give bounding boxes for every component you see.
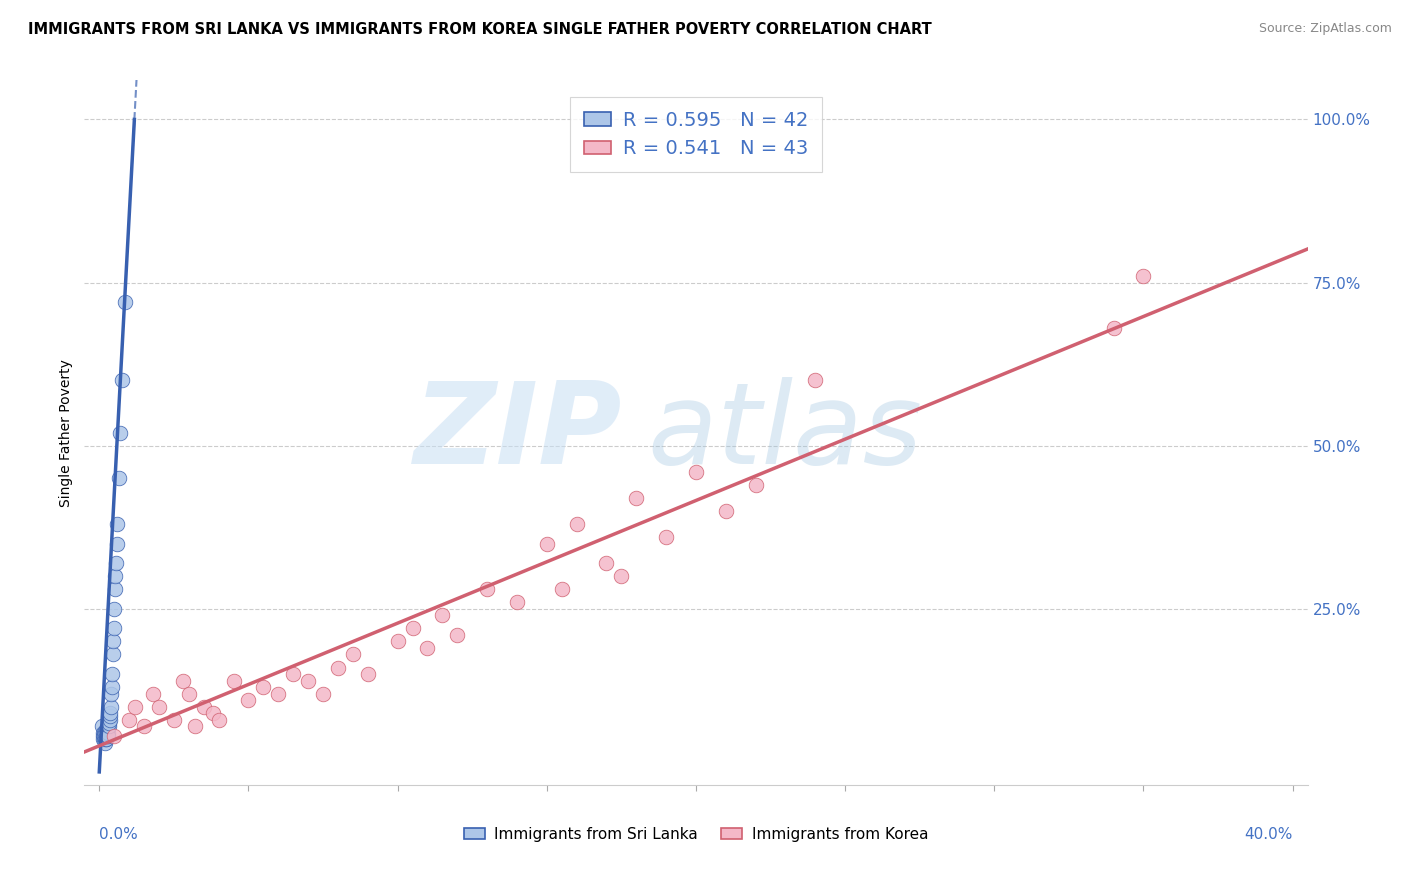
Point (103, 729, 125, 743)
Point (506, 595, 529, 609)
Point (357, 667, 380, 681)
Point (104, 582, 127, 597)
Point (97, 719, 120, 733)
Text: IMMIGRANTS FROM SRI LANKA VS IMMIGRANTS FROM KOREA SINGLE FATHER POVERTY CORRELA: IMMIGRANTS FROM SRI LANKA VS IMMIGRANTS … (28, 22, 932, 37)
Point (93, 725, 115, 739)
Point (238, 693, 260, 707)
Point (744, 478, 766, 492)
Point (93, 732, 115, 747)
Point (98, 713, 121, 727)
Point (184, 719, 207, 733)
Point (124, 699, 146, 714)
Point (252, 680, 274, 694)
Point (804, 373, 827, 387)
Legend: Immigrants from Sri Lanka, Immigrants from Korea: Immigrants from Sri Lanka, Immigrants fr… (458, 821, 934, 847)
Text: Source: ZipAtlas.com: Source: ZipAtlas.com (1258, 22, 1392, 36)
Point (104, 556, 127, 570)
Point (94, 725, 117, 739)
Point (565, 516, 588, 531)
Point (193, 699, 215, 714)
Point (432, 608, 454, 623)
Point (101, 634, 124, 648)
Point (148, 699, 170, 714)
Point (104, 569, 127, 583)
Point (105, 516, 128, 531)
Point (101, 680, 124, 694)
Point (201, 706, 224, 721)
Point (595, 556, 617, 570)
Point (93, 732, 115, 747)
Point (105, 536, 128, 550)
Point (98, 716, 121, 731)
Point (536, 536, 558, 550)
Point (551, 582, 574, 597)
Point (626, 491, 648, 505)
Point (475, 582, 498, 597)
Point (97, 725, 120, 739)
Point (207, 713, 229, 727)
Point (93, 729, 115, 743)
Point (97, 729, 120, 743)
Point (283, 667, 305, 681)
Point (96, 723, 118, 737)
Point (685, 465, 707, 479)
Point (1132, 268, 1154, 283)
Point (610, 569, 633, 583)
Point (96, 732, 118, 747)
Text: ZIP: ZIP (415, 377, 623, 488)
Point (103, 602, 125, 616)
Point (326, 660, 349, 674)
Y-axis label: Single Father Poverty: Single Father Poverty (59, 359, 73, 507)
Point (97, 719, 120, 733)
Point (94, 729, 117, 743)
Point (91, 729, 114, 743)
Point (312, 687, 335, 701)
Point (114, 295, 136, 310)
Point (163, 713, 186, 727)
Point (98, 709, 121, 723)
Point (267, 687, 290, 701)
Point (96, 729, 118, 743)
Point (108, 425, 131, 440)
Point (172, 673, 194, 688)
Point (111, 373, 134, 387)
Text: 0.0%: 0.0% (100, 827, 138, 842)
Point (93, 732, 115, 747)
Point (1102, 321, 1125, 335)
Point (297, 673, 319, 688)
Point (98, 706, 121, 721)
Point (94, 723, 117, 737)
Point (118, 713, 141, 727)
Point (142, 687, 165, 701)
Point (446, 628, 468, 642)
Point (222, 673, 245, 688)
Point (100, 687, 122, 701)
Point (91, 725, 114, 739)
Point (103, 621, 125, 635)
Point (177, 687, 200, 701)
Point (387, 634, 409, 648)
Point (94, 735, 117, 749)
Point (342, 648, 364, 662)
Point (91, 719, 114, 733)
Point (101, 648, 124, 662)
Text: atlas: atlas (647, 377, 922, 488)
Point (107, 471, 129, 485)
Point (132, 719, 155, 733)
Point (714, 504, 737, 518)
Point (416, 640, 439, 655)
Point (94, 732, 117, 747)
Point (401, 621, 423, 635)
Point (96, 725, 118, 739)
Point (100, 699, 122, 714)
Point (655, 530, 678, 544)
Point (101, 667, 124, 681)
Text: 40.0%: 40.0% (1244, 827, 1292, 842)
